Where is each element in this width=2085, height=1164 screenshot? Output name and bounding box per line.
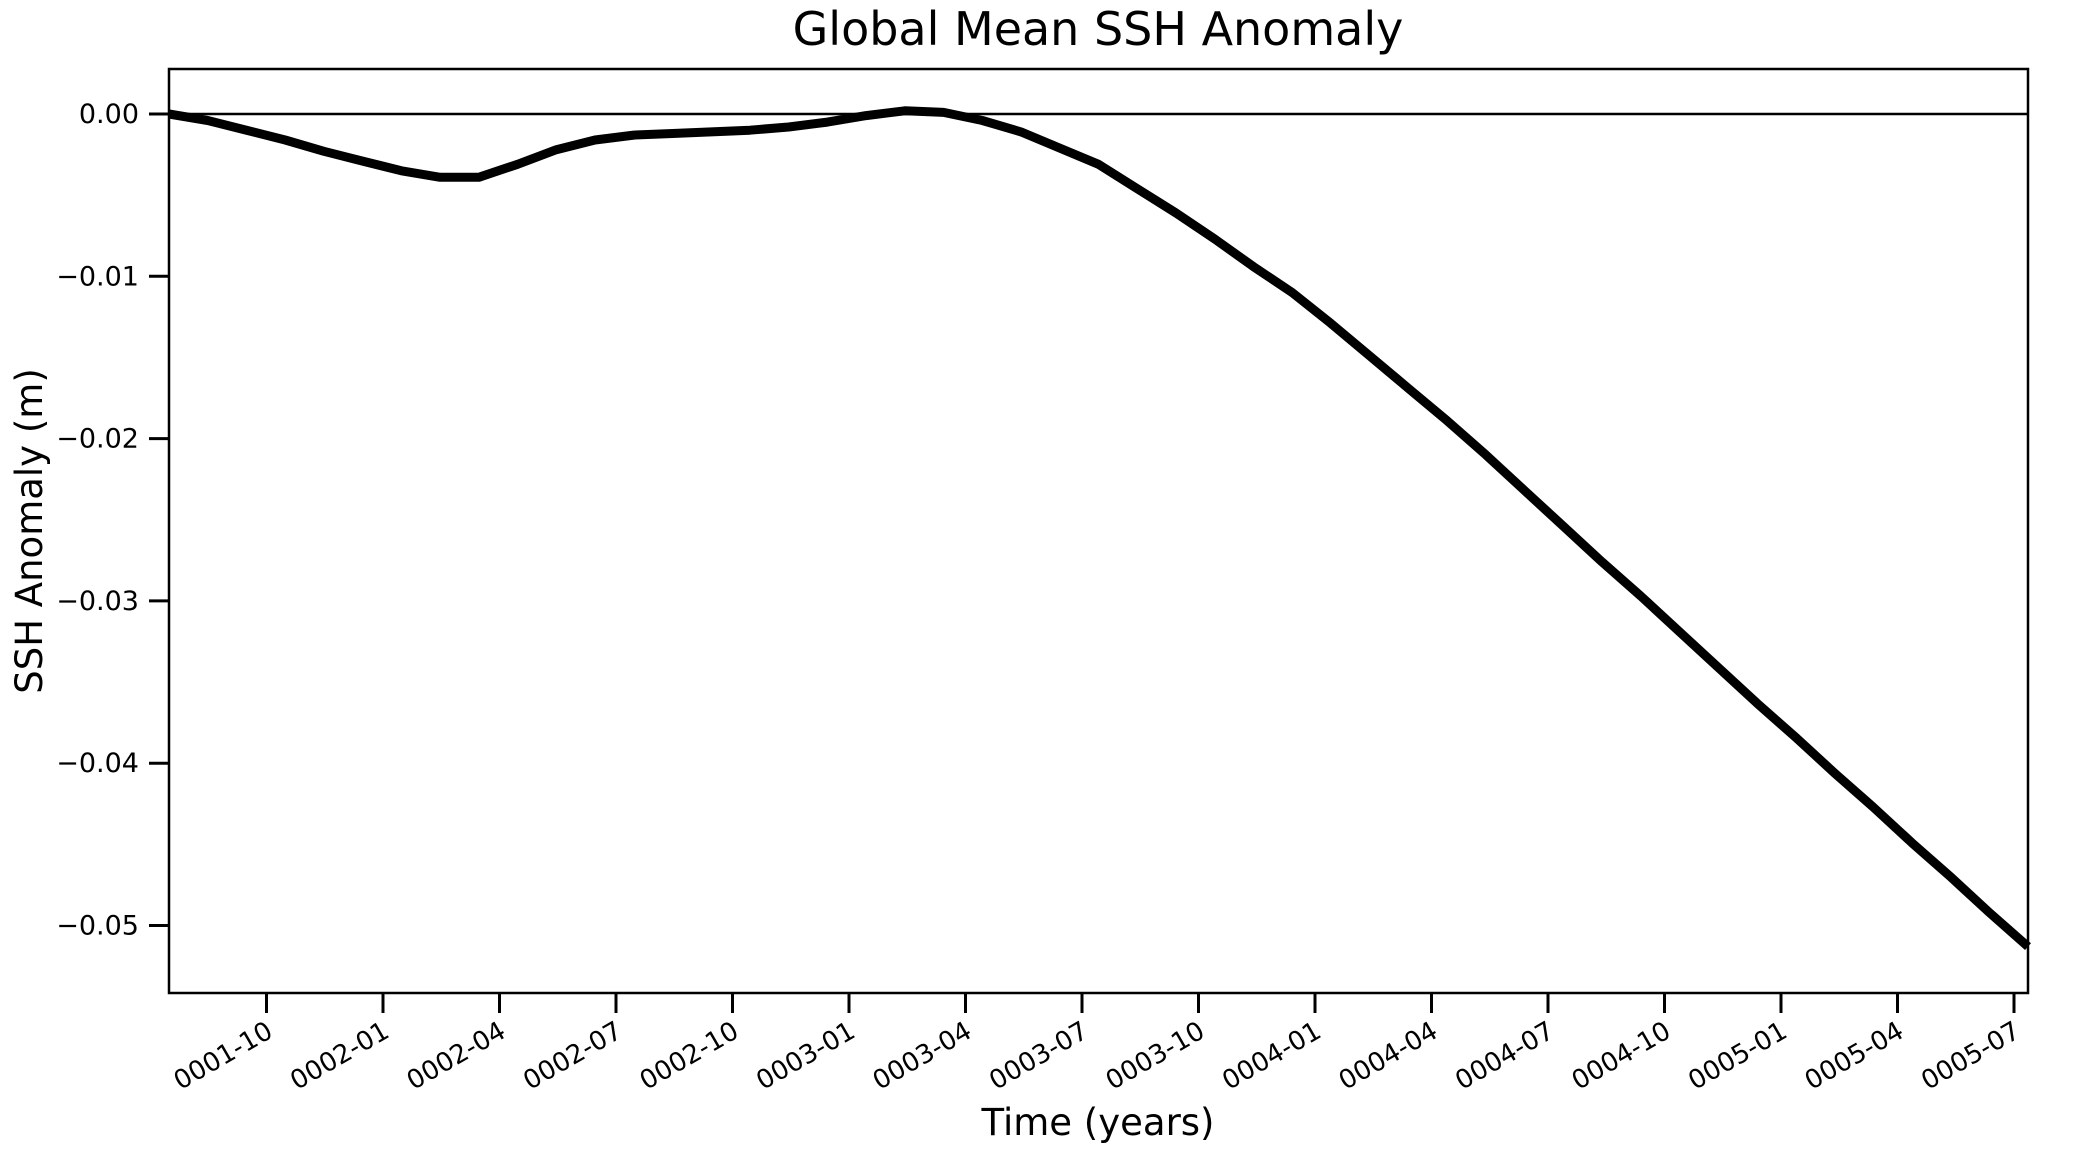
x-tick-label: 0003-04 [868,1016,977,1096]
x-tick-label: 0004-10 [1567,1016,1676,1096]
y-tick-label: −0.02 [56,424,139,455]
y-tick-label: 0.00 [79,99,139,130]
y-tick-label: −0.04 [56,748,139,779]
x-tick-label: 0005-01 [1683,1016,1792,1096]
y-tick-label: −0.05 [56,911,139,942]
y-axis-ticks: 0.00 −0.01 −0.02 −0.03 −0.04 −0.05 [56,99,169,942]
y-tick-label: −0.01 [56,261,139,292]
x-tick-label: 0002-04 [402,1016,511,1096]
x-tick-label: 0003-10 [1101,1016,1210,1096]
x-tick-label: 0002-07 [518,1016,627,1096]
x-tick-label: 0004-04 [1334,1016,1443,1096]
x-axis-label: Time (years) [980,1101,1214,1144]
x-tick-label: 0001-10 [169,1016,278,1096]
y-tick-label: −0.03 [56,586,139,617]
x-tick-label: 0003-07 [984,1016,1093,1096]
x-tick-label: 0003-01 [751,1016,860,1096]
x-tick-label: 0004-01 [1217,1016,1326,1096]
x-tick-label: 0005-04 [1800,1016,1909,1096]
x-tick-label: 0002-10 [635,1016,744,1096]
chart-title: Global Mean SSH Anomaly [793,2,1404,56]
y-axis-label: SSH Anomaly (m) [8,368,51,694]
plot-area-border [167,67,2030,995]
x-tick-label: 0004-07 [1450,1016,1559,1096]
ssh-anomaly-line [168,106,2031,950]
x-axis-ticks: 0001-10 0002-01 0002-04 0002-07 0002-10 0003-… [169,993,2026,1096]
x-tick-label: 0005-07 [1916,1016,2025,1096]
x-tick-label: 0002-01 [285,1016,394,1096]
